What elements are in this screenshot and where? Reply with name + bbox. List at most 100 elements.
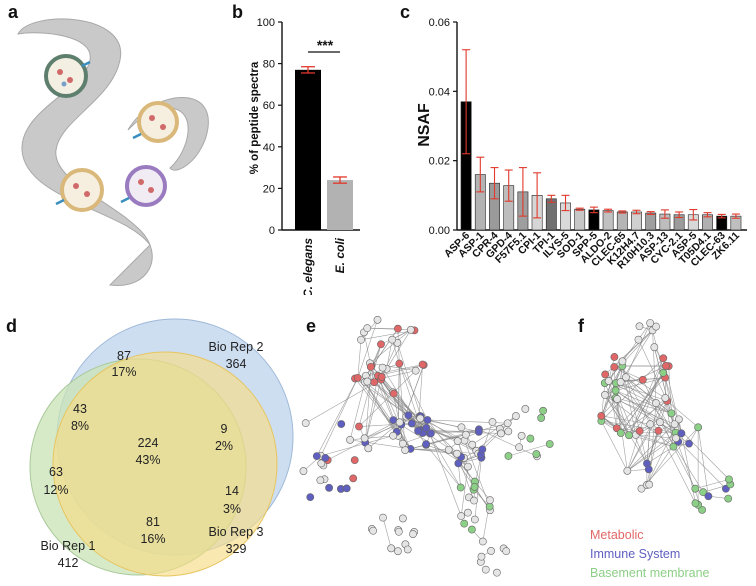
e-node [388,335,397,344]
venn-pct-only3: 3% [223,502,241,516]
venn-pct-r2r3: 2% [215,439,233,453]
f-edge [641,427,699,489]
chart-c: NSAF 0.000.020.040.06ASP-6ASP-1CPR-4GPD-… [416,17,747,272]
e-node [416,414,425,423]
f-node [625,431,633,440]
f-edge [616,427,674,447]
f-edge [652,330,657,404]
f-node [691,484,700,493]
e-edge [393,419,469,467]
e-node [423,416,432,424]
e-edge [369,362,416,371]
e-edge [363,332,375,383]
f-edge [620,400,668,434]
e-node [364,444,373,453]
venn-pct-r1r2: 8% [71,419,89,433]
e-node [517,431,526,440]
network-f [597,319,735,514]
f-edge [675,438,703,510]
e-node [422,440,431,449]
e-node [493,568,501,577]
venn-set-1-total: 412 [58,556,79,570]
venn-count-only3: 14 [225,484,239,498]
e-edge [350,435,394,441]
e-node [454,459,463,468]
e-edge [382,367,423,434]
e-node [395,418,404,427]
e-node [387,544,396,553]
f-edge [604,394,674,447]
e-edge [357,319,378,378]
f-edge [627,432,676,472]
c-bar [645,212,657,231]
vesicle [55,168,104,212]
c-bar [602,210,614,231]
f-edge [625,377,651,425]
e-edge [358,370,416,427]
f-edge [622,361,640,432]
f-edge [627,397,666,471]
e-edge [391,339,400,364]
e-node [342,484,351,493]
e-node [521,405,530,413]
legend-metabolic-label: Metabolic [590,528,644,542]
c-y-tick-label: 0.02 [429,156,450,168]
venn-set-3-total: 329 [226,542,247,556]
e-node [453,437,462,445]
e-node [545,440,554,448]
e-node [453,449,461,458]
legend-basement-label: Basement membrane [590,566,710,580]
panel-label-f: f [578,316,584,336]
e-node [468,525,476,534]
f-edge [616,398,630,436]
e-node [398,439,407,448]
panel-label-e: e [306,316,317,336]
e-node [363,324,372,333]
chart-b: % of peptide spectra *** 0 20 40 60 80 100 C. … [249,17,360,295]
e-node [418,360,427,369]
f-node [724,494,733,503]
e-node [407,419,416,428]
f-edge [628,372,664,436]
e-edge [410,434,466,450]
f-node [610,353,619,361]
f-edge [697,427,709,497]
e-edge [377,364,424,377]
e-edge [402,433,431,444]
e-node [357,335,365,344]
e-node [470,515,479,524]
f-edge [659,422,704,493]
c-bar [574,208,586,231]
b-x-tick-label: E. coli [333,237,347,273]
e-node [481,565,490,574]
e-node [460,519,469,528]
venn-set-2-name: Bio Rep 2 [209,340,264,354]
e-edge [425,444,461,488]
vesicle [120,165,167,207]
b-bar [295,69,321,230]
e-edge [399,363,406,451]
e-node [317,459,326,468]
e-node [306,493,315,502]
e-edge [364,381,411,450]
e-edge [350,439,411,450]
venn-set-3-name: Bio Rep 3 [209,525,264,539]
e-node [378,363,387,372]
f-node [677,429,686,438]
e-node [503,419,512,428]
e-node [411,366,420,375]
e-node [463,508,472,517]
e-node [462,430,470,439]
e-edge [367,327,398,329]
f-node [685,439,693,448]
e-node [468,440,477,449]
e-edge [358,344,382,427]
e-node [486,496,494,505]
venn-count-r1r2: 43 [73,402,87,416]
f-node [646,420,655,429]
e-node [379,513,387,522]
e-edge [320,377,359,456]
f-node [669,442,678,451]
e-node [394,527,403,536]
e-edge [368,422,400,449]
